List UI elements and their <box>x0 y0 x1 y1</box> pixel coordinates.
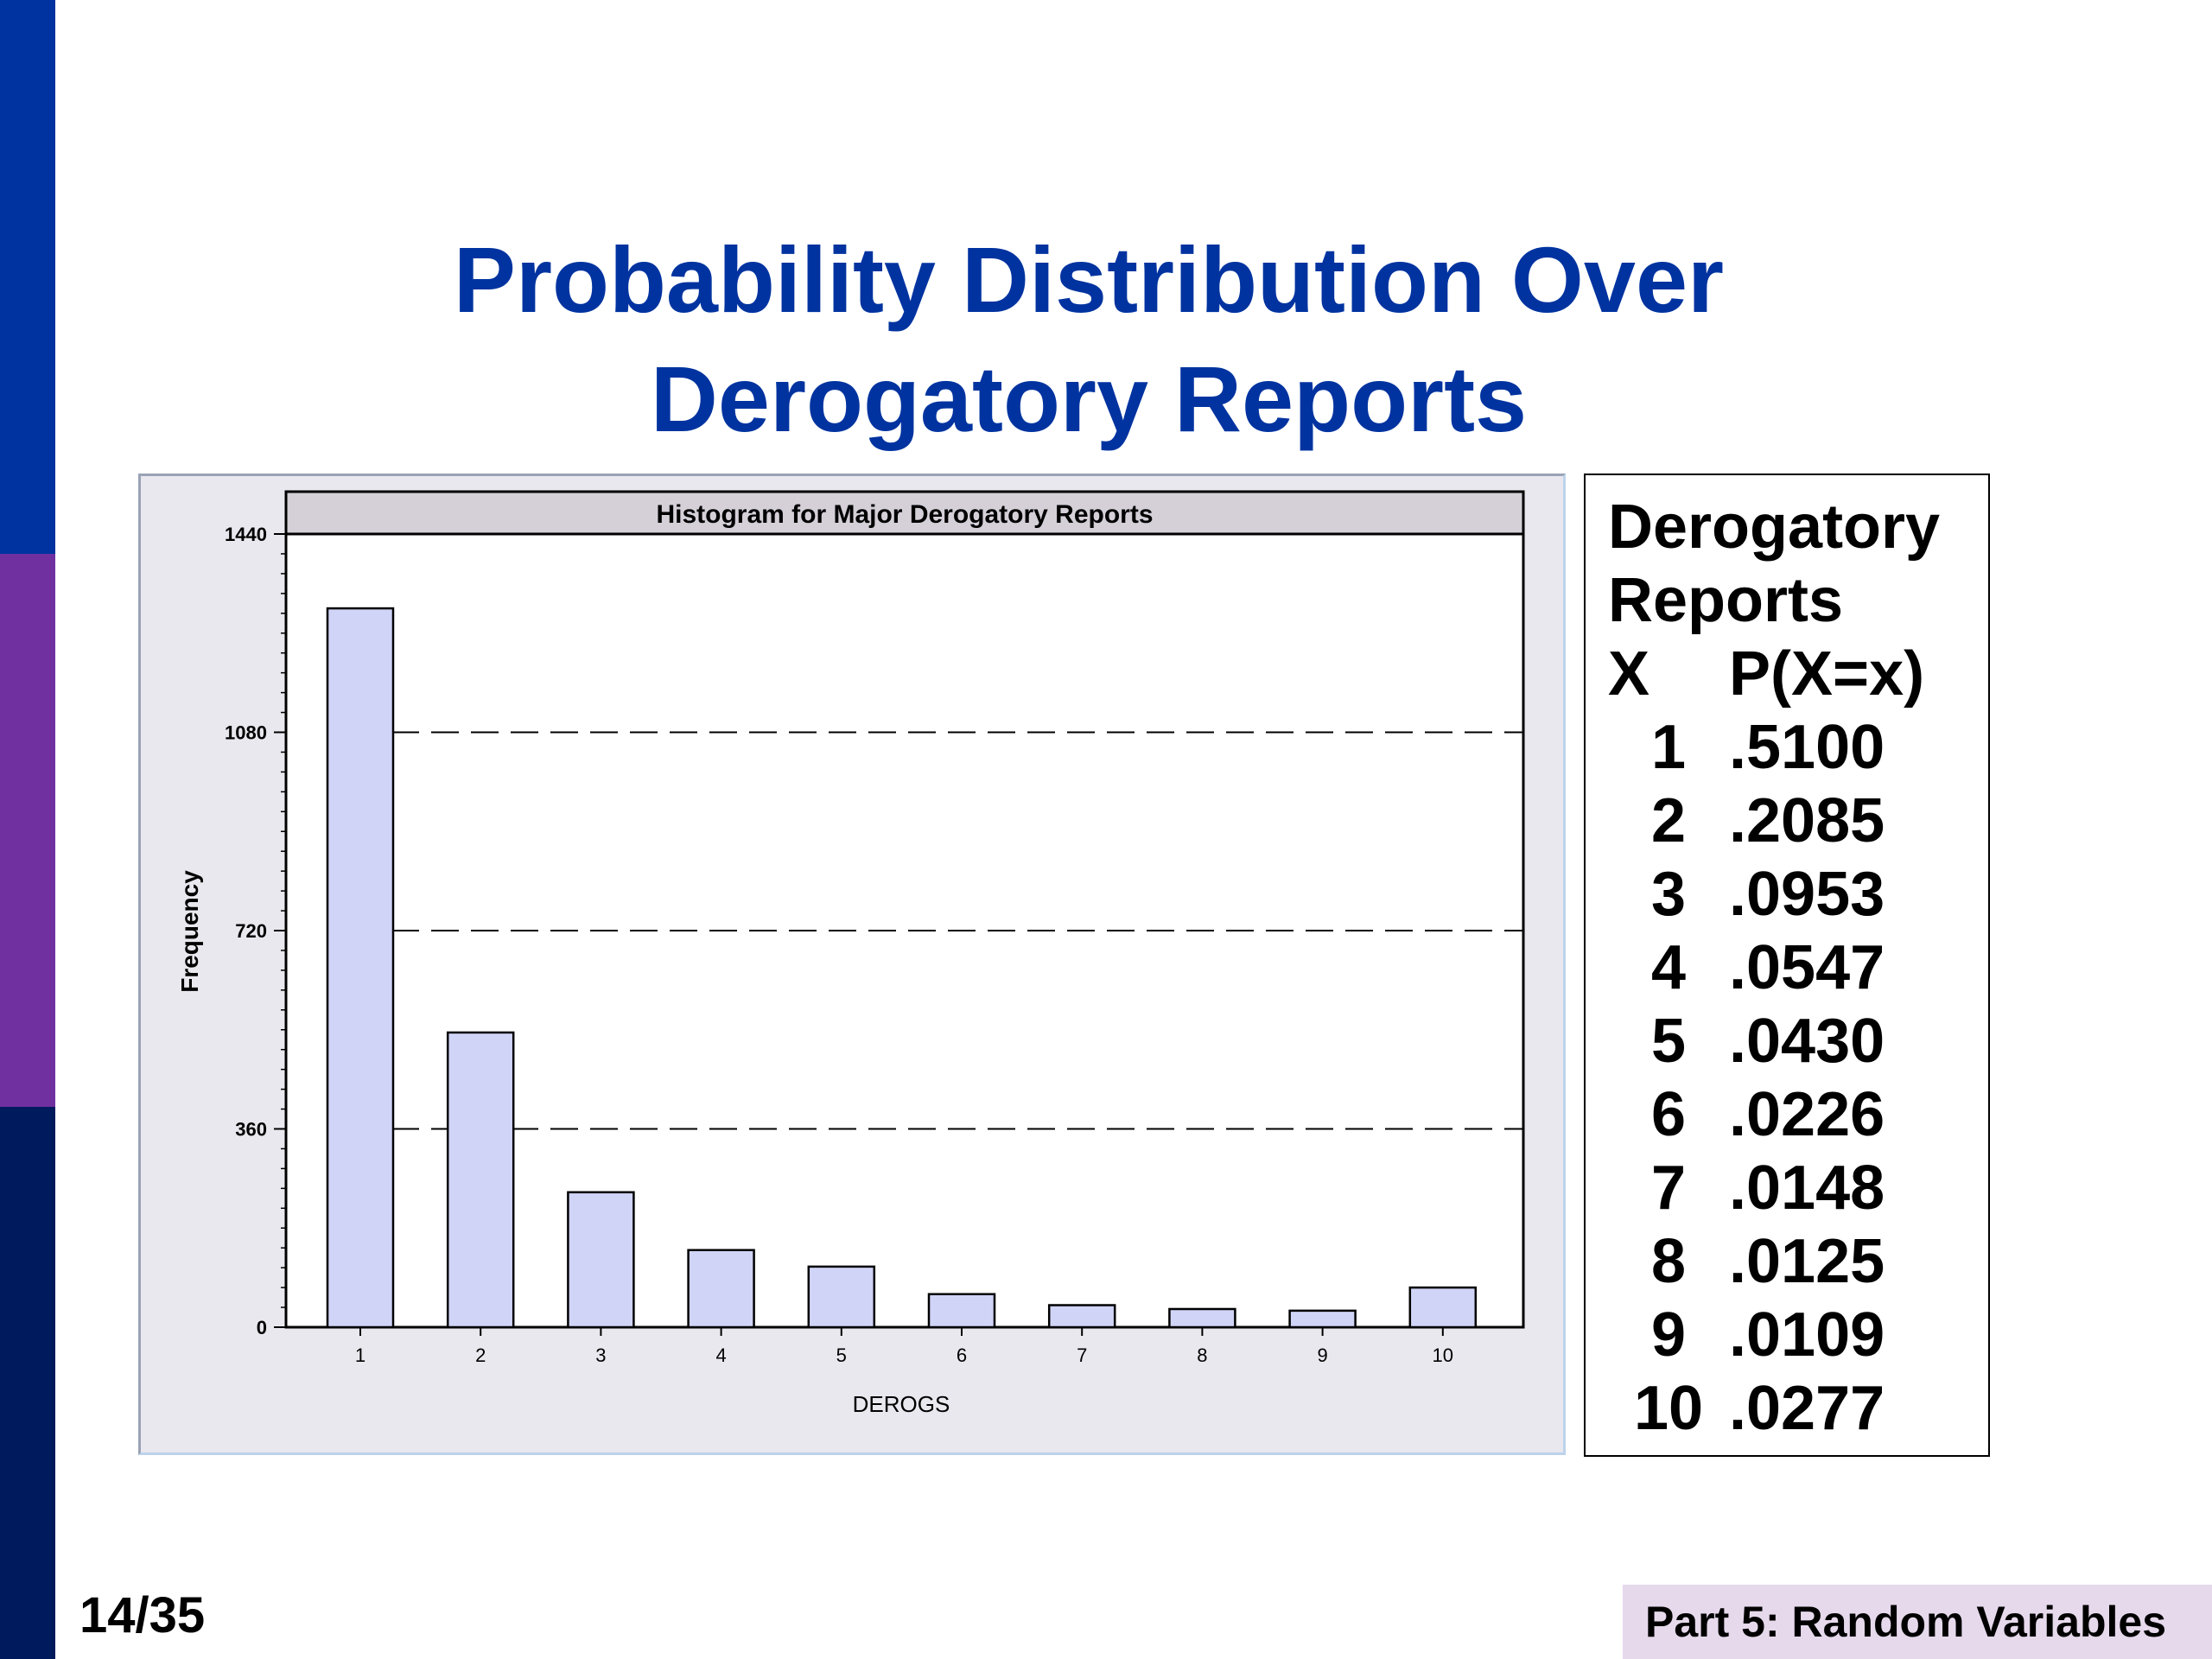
bar <box>1168 1307 1236 1329</box>
table-cell-x: 5 <box>1650 1007 1687 1076</box>
table-cell-p: .5100 <box>1729 713 1885 782</box>
chart-title-bar <box>284 490 1525 536</box>
chart-canvas: Histogram for Major Derogatory Reports 1… <box>176 490 1525 1417</box>
table-cell-p: .0148 <box>1729 1154 1885 1223</box>
table-row: 10 .0277 <box>1608 1372 1988 1446</box>
bar <box>446 1031 515 1329</box>
y-axis-label: Frequency <box>176 870 203 993</box>
table-cell-p: .0226 <box>1729 1080 1885 1149</box>
x-axis-label: DEROGS <box>853 1391 950 1417</box>
table-row: 3 .0953 <box>1608 858 1988 931</box>
slide-title: Probability Distribution Over Derogatory… <box>190 220 1987 459</box>
bar <box>1408 1286 1478 1329</box>
x-tick-label: 2 <box>475 1344 486 1366</box>
table-cell-p: .0430 <box>1729 1007 1885 1076</box>
table-cell-p: .0109 <box>1729 1300 1885 1370</box>
x-tick-label: 5 <box>836 1344 847 1366</box>
x-tick-label: 1 <box>355 1344 365 1366</box>
table-row: 7 .0148 <box>1608 1152 1988 1225</box>
x-tick-label: 8 <box>1197 1344 1207 1366</box>
table-cell-x: 8 <box>1650 1227 1687 1296</box>
table-row: 1 .5100 <box>1608 711 1988 785</box>
x-tick-label: 9 <box>1317 1344 1327 1366</box>
y-tick-label: 0 <box>257 1317 267 1338</box>
x-tick-label: 7 <box>1077 1344 1087 1366</box>
chart-axes: 1 2 3 4 5 6 7 8 9 10 0 360 720 1080 1440 <box>225 524 1453 1366</box>
bar <box>1047 1304 1116 1329</box>
x-tick-label: 6 <box>957 1344 967 1366</box>
side-stripe-purple <box>0 554 55 1107</box>
table-cell-x: 3 <box>1650 860 1687 929</box>
table-cell-p: .0547 <box>1729 933 1885 1002</box>
bar <box>326 607 395 1329</box>
chart-gridlines <box>391 731 1523 1130</box>
page-number: 14/35 <box>79 1587 206 1643</box>
table-title-line2: Reports <box>1608 566 1844 635</box>
table-row: 9 .0109 <box>1608 1299 1988 1372</box>
side-stripe-navy <box>0 1107 55 1659</box>
table-cell-x: 4 <box>1650 933 1687 1002</box>
y-tick-label: 720 <box>235 920 267 942</box>
histogram-chart: Histogram for Major Derogatory Reports 1… <box>138 474 1566 1455</box>
side-stripe-blue <box>0 0 55 554</box>
table-row: 2 .2085 <box>1608 785 1988 858</box>
bar <box>1288 1309 1357 1329</box>
table-row: 4 .0547 <box>1608 931 1988 1005</box>
bar <box>687 1249 755 1329</box>
chart-title: Histogram for Major Derogatory Reports <box>656 500 1153 529</box>
bar <box>807 1265 876 1329</box>
table-row: 6 .0226 <box>1608 1078 1988 1152</box>
table-cell-p: .0277 <box>1729 1374 1885 1443</box>
slide-title-line1: Probability Distribution Over <box>453 227 1725 332</box>
table-cell-x: 9 <box>1650 1300 1687 1370</box>
x-tick-label: 3 <box>595 1344 606 1366</box>
x-tick-label: 4 <box>715 1344 726 1366</box>
table-cell-p: .2085 <box>1729 786 1885 855</box>
footer-section-label: Part 5: Random Variables <box>1623 1585 2212 1659</box>
y-tick-label: 1440 <box>225 524 267 545</box>
y-tick-label: 360 <box>235 1119 267 1141</box>
table-title-line1: Derogatory <box>1608 493 1941 562</box>
bar <box>927 1293 996 1329</box>
table-cell-x: 1 <box>1650 713 1687 782</box>
table-row: 8 .0125 <box>1608 1225 1988 1299</box>
y-tick-label: 1080 <box>225 722 267 744</box>
x-tick-label: 10 <box>1433 1344 1453 1366</box>
slide-title-line2: Derogatory Reports <box>650 346 1528 451</box>
table-header-x: X <box>1608 639 1650 709</box>
table-cell-p: .0125 <box>1729 1227 1885 1296</box>
table-cell-x: 10 <box>1633 1374 1704 1443</box>
table-header-row: X P(X=x) <box>1608 638 1988 711</box>
table-row: 5 .0430 <box>1608 1005 1988 1078</box>
table-cell-x: 7 <box>1650 1154 1687 1223</box>
table-header-p: P(X=x) <box>1729 639 1925 709</box>
bar <box>567 1191 635 1329</box>
table-cell-p: .0953 <box>1729 860 1885 929</box>
table-cell-x: 2 <box>1650 786 1687 855</box>
distribution-table: Derogatory Reports X P(X=x) 1 .5100 2 .2… <box>1584 474 1990 1457</box>
table-cell-x: 6 <box>1650 1080 1687 1149</box>
